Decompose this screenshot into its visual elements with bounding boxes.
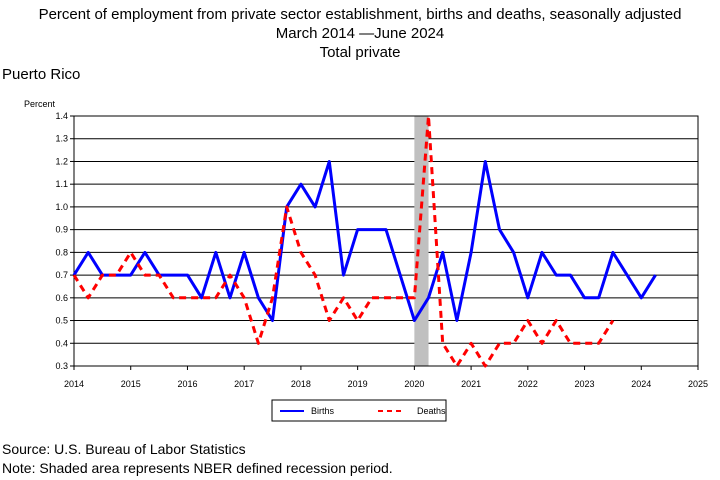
x-tick-label: 2014 [64, 379, 84, 389]
series-line-deaths [72, 114, 615, 368]
legend-label-deaths: Deaths [417, 406, 446, 416]
source-note: Source: U.S. Bureau of Labor Statistics [2, 441, 246, 457]
x-tick-label: 2015 [121, 379, 141, 389]
x-tick-label: 2020 [404, 379, 424, 389]
y-tick-label: 0.9 [55, 225, 68, 235]
plot-frame [73, 115, 699, 367]
recession-band [414, 116, 429, 366]
y-tick-label: 0.7 [55, 270, 68, 280]
y-tick-label: 0.6 [55, 293, 68, 303]
grid-lines [74, 115, 698, 367]
y-axis-label: Percent [24, 99, 56, 109]
y-tick-label: 0.5 [55, 316, 68, 326]
x-tick-label: 2016 [177, 379, 197, 389]
legend: Births Deaths [271, 399, 447, 422]
x-tick-label: 2022 [518, 379, 538, 389]
series-deaths [72, 114, 615, 368]
y-tick-label: 0.4 [55, 338, 68, 348]
series-line-births [72, 160, 657, 322]
period-start: March 2014 [275, 25, 355, 42]
y-axis: 0.3 0.4 0.5 0.6 0.7 0.8 0.9 1.0 1.1 1.2 1.3 1.4 [55, 111, 74, 371]
x-axis: 2014 2015 2016 2017 2018 2019 2020 2021 2022 2023… [64, 366, 708, 389]
y-tick-label: 1.1 [55, 179, 68, 189]
period-end: June 2024 [374, 25, 445, 42]
y-tick-label: 1.3 [55, 134, 68, 144]
chart-period: March 2014 —June 2024 [275, 25, 445, 42]
x-tick-label: 2019 [348, 379, 368, 389]
recession-note: Note: Shaded area represents NBER define… [2, 460, 393, 476]
chart-title: Percent of employment from private secto… [38, 6, 682, 23]
x-tick-label: 2023 [575, 379, 595, 389]
x-tick-label: 2021 [461, 379, 481, 389]
x-tick-label: 2025 [688, 379, 708, 389]
x-tick-label: 2018 [291, 379, 311, 389]
x-tick-label: 2024 [631, 379, 651, 389]
y-tick-label: 0.8 [55, 247, 68, 257]
series-births [72, 160, 657, 322]
y-tick-label: 1.0 [55, 202, 68, 212]
y-tick-label: 1.4 [55, 111, 68, 121]
y-tick-label: 1.2 [55, 156, 68, 166]
legend-box [271, 399, 447, 422]
y-tick-label: 0.3 [55, 361, 68, 371]
legend-label-births: Births [311, 406, 335, 416]
chart-subtitle: Total private [319, 44, 401, 61]
x-tick-label: 2017 [234, 379, 254, 389]
region-label: Puerto Rico [2, 66, 81, 83]
